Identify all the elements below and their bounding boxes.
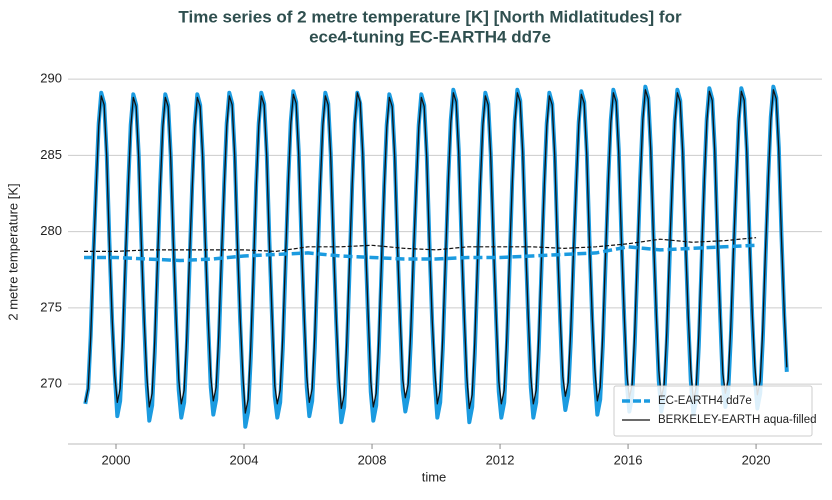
legend: EC-EARTH4 dd7e BERKELEY-EARTH aqua-filled <box>613 385 817 437</box>
chart-title: Time series of 2 metre temperature [K] [… <box>178 7 682 26</box>
legend-label: BERKELEY-EARTH aqua-filled <box>658 414 817 426</box>
legend-label: EC-EARTH4 dd7e <box>658 395 752 407</box>
chart-title: ece4-tuning EC-EARTH4 dd7e <box>309 27 551 46</box>
x-tick-label: 2004 <box>230 452 259 467</box>
y-tick-label: 270 <box>40 376 62 391</box>
x-tick-label: 2008 <box>358 452 387 467</box>
x-axis-label: time <box>422 469 447 484</box>
y-tick-label: 280 <box>40 223 62 238</box>
series-line <box>84 243 757 263</box>
series-line <box>84 89 788 414</box>
series-line <box>84 237 757 252</box>
x-tick-label: 2012 <box>486 452 515 467</box>
x-tick-label: 2000 <box>102 452 131 467</box>
x-tick-label: 2020 <box>742 452 771 467</box>
y-tick-label: 275 <box>40 299 62 314</box>
y-tick-label: 285 <box>40 147 62 162</box>
legend-box <box>613 385 813 437</box>
y-tick-label: 290 <box>40 71 62 86</box>
y-axis-label: 2 metre temperature [K] <box>5 183 20 320</box>
x-tick-label: 2016 <box>614 452 643 467</box>
